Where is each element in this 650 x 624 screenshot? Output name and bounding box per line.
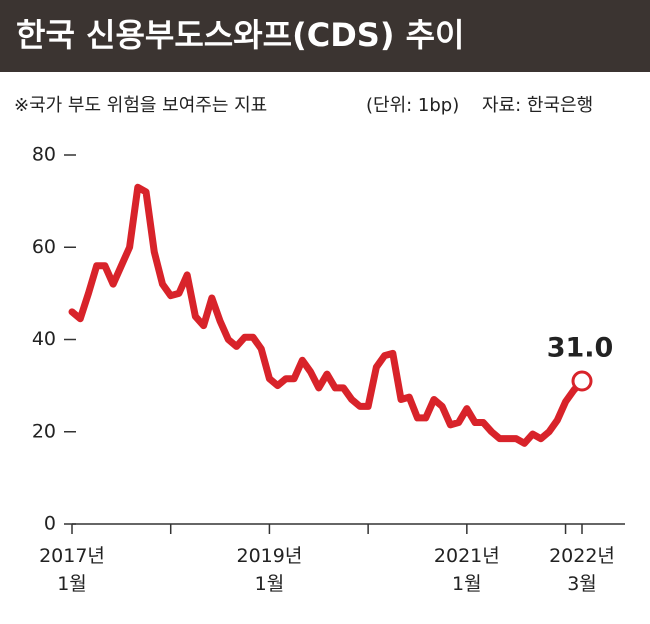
unit: (단위: 1bp) <box>366 95 459 116</box>
subtitle: ※국가 부도 위험을 보여주는 지표 <box>14 95 267 116</box>
x-tick-label: 2017년 1월 <box>39 545 105 595</box>
x-tick-label: 2019년 1월 <box>236 545 303 595</box>
y-tick-label: 60 <box>32 236 56 258</box>
y-tick-label: 0 <box>44 513 56 535</box>
x-tick-label: 2021년 1월 <box>433 545 500 595</box>
y-tick-label: 80 <box>32 144 56 166</box>
end-marker <box>571 370 593 392</box>
x-tick-label: 2022년 3월 <box>549 545 615 595</box>
chart-title: 한국 신용부도스와프(CDS) 추이 <box>16 16 464 54</box>
y-tick-label: 40 <box>32 328 56 350</box>
value-label: 31.0 <box>547 333 614 364</box>
line <box>68 183 586 447</box>
title-bar <box>0 0 650 72</box>
y-tick-label: 20 <box>32 420 56 442</box>
source: 자료: 한국은행 <box>482 95 593 116</box>
